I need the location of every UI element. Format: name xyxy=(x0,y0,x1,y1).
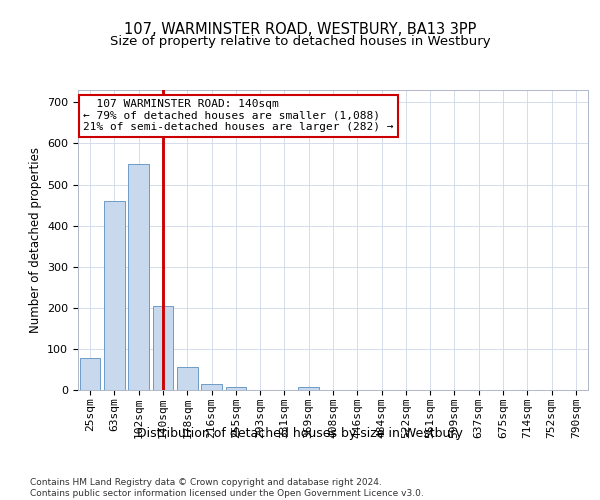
Bar xyxy=(80,358,100,390)
Text: Size of property relative to detached houses in Westbury: Size of property relative to detached ho… xyxy=(110,35,490,48)
Text: Contains HM Land Registry data © Crown copyright and database right 2024.
Contai: Contains HM Land Registry data © Crown c… xyxy=(30,478,424,498)
Text: 107 WARMINSTER ROAD: 140sqm
← 79% of detached houses are smaller (1,088)
21% of : 107 WARMINSTER ROAD: 140sqm ← 79% of det… xyxy=(83,99,394,132)
Y-axis label: Number of detached properties: Number of detached properties xyxy=(29,147,41,333)
Bar xyxy=(128,164,149,390)
Bar xyxy=(177,366,197,390)
Bar xyxy=(226,386,246,390)
Bar xyxy=(201,384,222,390)
Bar xyxy=(298,386,319,390)
Bar xyxy=(104,201,125,390)
Bar xyxy=(152,306,173,390)
Text: Distribution of detached houses by size in Westbury: Distribution of detached houses by size … xyxy=(137,428,463,440)
Text: 107, WARMINSTER ROAD, WESTBURY, BA13 3PP: 107, WARMINSTER ROAD, WESTBURY, BA13 3PP xyxy=(124,22,476,38)
